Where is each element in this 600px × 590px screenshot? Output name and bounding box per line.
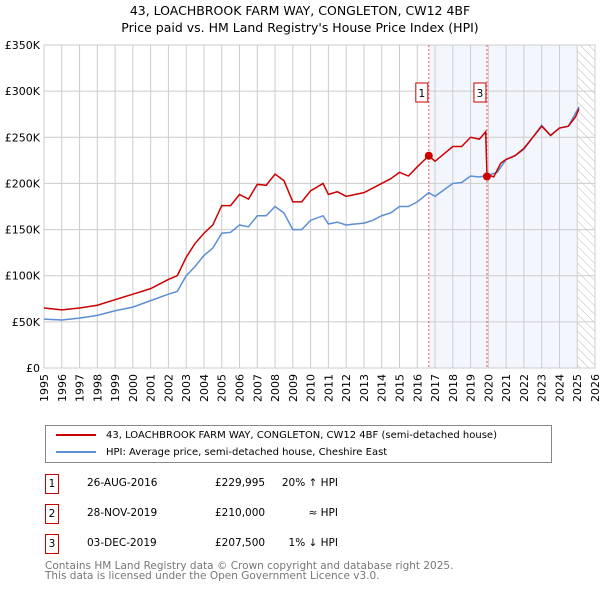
sale-marker (424, 151, 433, 160)
sale-hpi: 20% ↑ HPI (281, 477, 338, 489)
x-tick-label: 1999 (109, 374, 122, 402)
sale-date: 28-NOV-2019 (87, 507, 158, 519)
x-tick-label: 2004 (198, 374, 211, 402)
legend: 43, LOACHBROOK FARM WAY, CONGLETON, CW12… (45, 425, 552, 463)
footer: Contains HM Land Registry data © Crown c… (45, 560, 454, 582)
chart-subtitle: Price paid vs. HM Land Registry's House … (121, 20, 479, 35)
x-tick-label: 2024 (553, 374, 566, 402)
sale-price: £207,500 (215, 537, 266, 549)
y-tick-label: £100K (5, 270, 41, 283)
sale-hpi: ≈ HPI (308, 507, 338, 519)
sale-label-box (473, 82, 487, 103)
y-tick-label: £150K (5, 224, 41, 237)
x-tick-label: 1998 (91, 374, 104, 402)
x-tick-label: 2020 (482, 374, 495, 402)
x-tick-label: 2006 (234, 374, 247, 402)
chart-title: 43, LOACHBROOK FARM WAY, CONGLETON, CW12… (129, 3, 471, 18)
legend-item-property: 43, LOACHBROOK FARM WAY, CONGLETON, CW12… (56, 427, 497, 443)
x-tick-label: 2003 (180, 374, 193, 402)
y-tick-label: £300K (5, 85, 41, 98)
x-tick-label: 1996 (56, 374, 69, 402)
x-tick-label: 2011 (322, 374, 335, 402)
sale-hpi: 1% ↓ HPI (288, 537, 338, 549)
series-line (43, 106, 580, 321)
y-tick-label: £350K (5, 39, 41, 52)
x-tick-label: 1995 (38, 374, 51, 402)
x-tick-label: 2002 (162, 374, 175, 402)
sale-label-box (415, 82, 429, 103)
sale-price: £229,995 (215, 477, 266, 489)
x-tick-label: 2022 (518, 374, 531, 402)
x-tick-label: 2001 (145, 374, 158, 402)
x-tick-label: 2025 (571, 374, 584, 402)
legend-label: 43, LOACHBROOK FARM WAY, CONGLETON, CW12… (106, 429, 497, 441)
sale-number: 1 (45, 474, 59, 494)
legend-item-hpi: HPI: Average price, semi-detached house,… (56, 444, 387, 460)
y-tick-label: £0 (26, 362, 40, 375)
x-tick-label: 2000 (127, 374, 140, 402)
sale-label: 1 (418, 88, 425, 100)
footer-line: This data is licensed under the Open Gov… (45, 570, 380, 582)
future-hatch (577, 45, 595, 368)
x-tick-label: 2018 (447, 374, 460, 402)
x-tick-label: 2021 (500, 374, 513, 402)
x-tick-label: 2013 (358, 374, 371, 402)
y-tick-label: £50K (12, 316, 41, 329)
y-tick-label: £200K (5, 177, 41, 190)
x-tick-label: 2017 (429, 374, 442, 402)
legend-label: HPI: Average price, semi-detached house,… (106, 446, 388, 458)
x-tick-label: 2019 (465, 374, 478, 402)
sale-number: 2 (45, 504, 59, 524)
forecast-shading (428, 45, 578, 368)
x-tick-label: 2005 (216, 374, 229, 402)
x-tick-label: 2007 (251, 374, 264, 402)
y-tick-label: £250K (5, 131, 41, 144)
series-line (43, 108, 580, 311)
plot-area: 1995 1996 1997 1998 1999 2000 2001 2002 2003 2004… (5, 39, 600, 402)
x-tick-label: 2010 (305, 374, 318, 402)
x-tick-label: 2014 (376, 374, 389, 402)
x-tick-label: 2015 (393, 374, 406, 402)
x-tick-label: 1997 (74, 374, 87, 402)
sale-label: 3 (477, 88, 484, 100)
sale-date: 03-DEC-2019 (87, 537, 157, 549)
sale-marker (482, 172, 491, 181)
x-tick-label: 2008 (269, 374, 282, 402)
plot-frame (43, 44, 596, 369)
x-tick-label: 2026 (589, 374, 600, 402)
sale-number: 3 (45, 534, 59, 554)
x-tick-label: 2023 (536, 374, 549, 402)
sale-price: £210,000 (215, 507, 266, 519)
x-tick-label: 2016 (411, 374, 424, 402)
x-tick-label: 2009 (287, 374, 300, 402)
x-tick-label: 2012 (340, 374, 353, 402)
sale-date: 26-AUG-2016 (87, 477, 158, 489)
footer-line: Contains HM Land Registry data © Crown c… (45, 560, 454, 572)
